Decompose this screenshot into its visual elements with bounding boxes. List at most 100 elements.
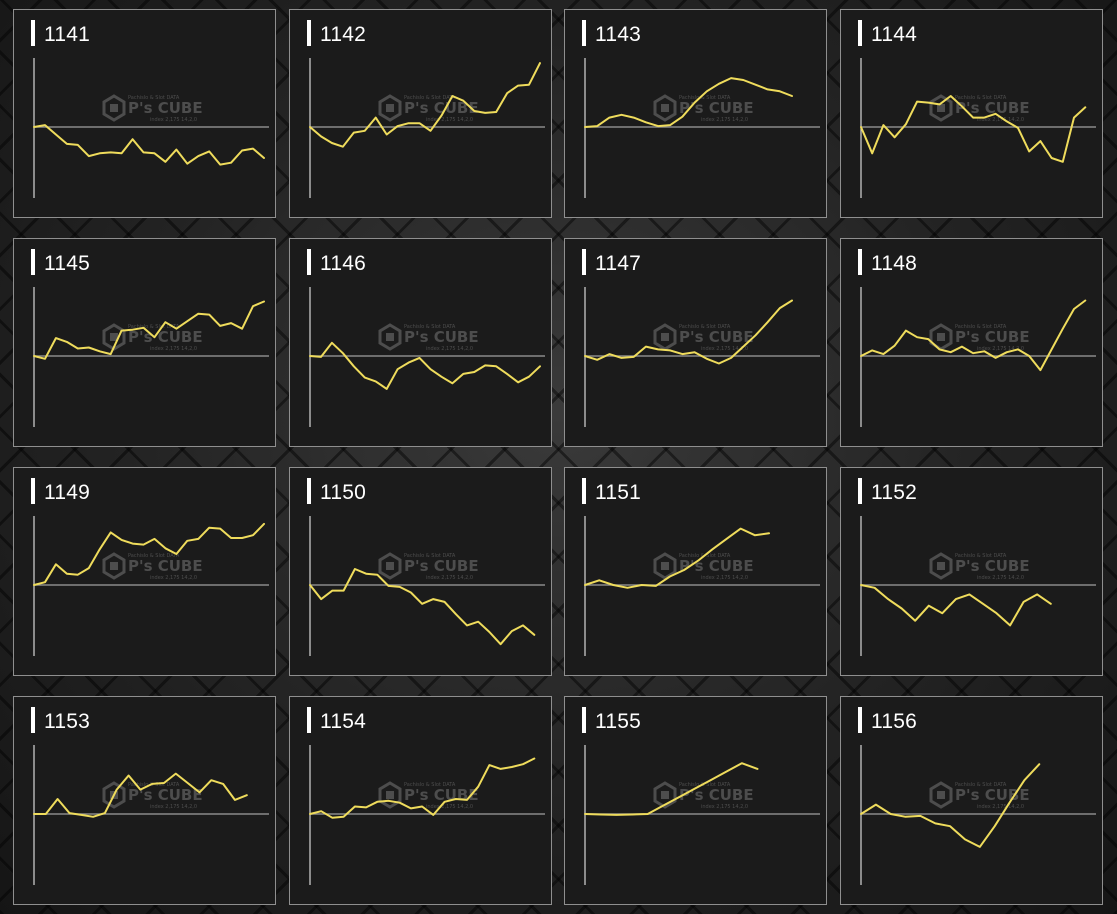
watermark-line2: index 2,175 14,2,0 <box>701 346 748 352</box>
chart-panel-1142[interactable]: 1142 Pachislo & Slot DATA P's CUBE index 2,… <box>289 9 552 218</box>
watermark-line2: index 2,175 14,2,0 <box>150 346 197 352</box>
cube-logo-icon <box>102 94 126 122</box>
chart-panel-1147[interactable]: 1147 Pachislo & Slot DATA P's CUBE index 2,… <box>564 238 827 447</box>
watermark-line1: Pachislo & Slot DATA <box>955 782 1007 788</box>
chart-title: 1142 <box>320 23 366 46</box>
chart-panel-1153[interactable]: 1153 Pachislo & Slot DATA P's CUBE index 2,… <box>13 696 276 905</box>
chart-panel-1150[interactable]: 1150 Pachislo & Slot DATA P's CUBE index 2,… <box>289 467 552 676</box>
chart-title: 1148 <box>871 252 917 275</box>
watermark-brand: P's CUBE <box>404 99 479 117</box>
chart-panel-1143[interactable]: 1143 Pachislo & Slot DATA P's CUBE index 2,… <box>564 9 827 218</box>
series-line <box>584 77 793 128</box>
watermark-line2: index 2,175 14,2,0 <box>977 804 1024 810</box>
watermark-line1: Pachislo & Slot DATA <box>128 95 180 101</box>
title-marker <box>307 478 311 504</box>
chart-panel-1156[interactable]: 1156 Pachislo & Slot DATA P's CUBE index 2,… <box>840 696 1103 905</box>
watermark-brand: P's CUBE <box>679 786 754 804</box>
series-line <box>309 568 536 646</box>
chart-panel-1148[interactable]: 1148 Pachislo & Slot DATA P's CUBE index 2,… <box>840 238 1103 447</box>
chart-title: 1145 <box>44 252 90 275</box>
watermark-line2: index 2,175 14,2,0 <box>977 575 1024 581</box>
chart-panel-1146[interactable]: 1146 Pachislo & Slot DATA P's CUBE index 2,… <box>289 238 552 447</box>
watermark-line2: index 2,175 14,2,0 <box>977 117 1024 123</box>
title-marker <box>31 249 35 275</box>
cube-logo-core <box>110 104 118 112</box>
chart-title: 1149 <box>44 481 90 504</box>
watermark-line1: Pachislo & Slot DATA <box>404 95 456 101</box>
chart-panel-1151[interactable]: 1151 Pachislo & Slot DATA P's CUBE index 2,… <box>564 467 827 676</box>
cube-logo-icon <box>929 552 953 580</box>
watermark-brand: P's CUBE <box>128 557 203 575</box>
title-marker <box>582 707 586 733</box>
watermark-line2: index 2,175 14,2,0 <box>701 117 748 123</box>
watermark-line2: index 2,175 14,2,0 <box>150 804 197 810</box>
watermark-line2: index 2,175 14,2,0 <box>426 346 473 352</box>
title-marker <box>858 20 862 46</box>
watermark-line1: Pachislo & Slot DATA <box>679 324 731 330</box>
watermark-line1: Pachislo & Slot DATA <box>128 324 180 330</box>
cube-logo-core <box>937 333 945 341</box>
watermark-line2: index 2,175 14,2,0 <box>701 804 748 810</box>
watermark-brand: P's CUBE <box>955 557 1030 575</box>
chart-panel-1145[interactable]: 1145 Pachislo & Slot DATA P's CUBE index 2,… <box>13 238 276 447</box>
watermark-line1: Pachislo & Slot DATA <box>404 782 456 788</box>
watermark-line2: index 2,175 14,2,0 <box>426 804 473 810</box>
watermark-line2: index 2,175 14,2,0 <box>426 575 473 581</box>
cube-logo-core <box>661 333 669 341</box>
chart-title: 1151 <box>595 481 641 504</box>
cube-logo-core <box>386 333 394 341</box>
cube-logo-icon <box>378 323 402 351</box>
series-line <box>309 62 541 148</box>
watermark-line1: Pachislo & Slot DATA <box>955 95 1007 101</box>
series-line <box>309 341 541 390</box>
chart-title: 1146 <box>320 252 366 275</box>
chart-panel-1149[interactable]: 1149 Pachislo & Slot DATA P's CUBE index 2,… <box>13 467 276 676</box>
title-marker <box>31 707 35 733</box>
chart-panel-1141[interactable]: 1141 Pachislo & Slot DATA P's CUBE index 2,… <box>13 9 276 218</box>
cube-logo-core <box>937 104 945 112</box>
chart-panel-1154[interactable]: 1154 Pachislo & Slot DATA P's CUBE index 2,… <box>289 696 552 905</box>
watermark-line2: index 2,175 14,2,0 <box>150 117 197 123</box>
watermark-line2: index 2,175 14,2,0 <box>977 346 1024 352</box>
watermark-brand: P's CUBE <box>955 99 1030 117</box>
watermark-line1: Pachislo & Slot DATA <box>679 95 731 101</box>
series-line <box>860 763 1041 848</box>
title-marker <box>307 249 311 275</box>
chart-panel-1152[interactable]: 1152 Pachislo & Slot DATA P's CUBE index 2,… <box>840 467 1103 676</box>
watermark-brand: P's CUBE <box>404 328 479 346</box>
watermark-brand: P's CUBE <box>128 99 203 117</box>
title-marker <box>582 478 586 504</box>
series-line <box>584 762 759 816</box>
title-marker <box>582 249 586 275</box>
chart-panel-1144[interactable]: 1144 Pachislo & Slot DATA P's CUBE index 2,… <box>840 9 1103 218</box>
series-line <box>584 527 770 589</box>
title-marker <box>858 707 862 733</box>
watermark-brand: P's CUBE <box>128 786 203 804</box>
cube-logo-core <box>937 562 945 570</box>
watermark-line1: Pachislo & Slot DATA <box>128 782 180 788</box>
cube-logo-icon <box>653 552 677 580</box>
cube-logo-icon <box>378 552 402 580</box>
series-line <box>860 584 1052 627</box>
cube-logo-icon <box>653 781 677 809</box>
watermark-brand: P's CUBE <box>128 328 203 346</box>
series-line <box>860 95 1087 163</box>
chart-panel-1155[interactable]: 1155 Pachislo & Slot DATA P's CUBE index 2,… <box>564 696 827 905</box>
watermark-line2: index 2,175 14,2,0 <box>150 575 197 581</box>
watermark-brand: P's CUBE <box>955 328 1030 346</box>
